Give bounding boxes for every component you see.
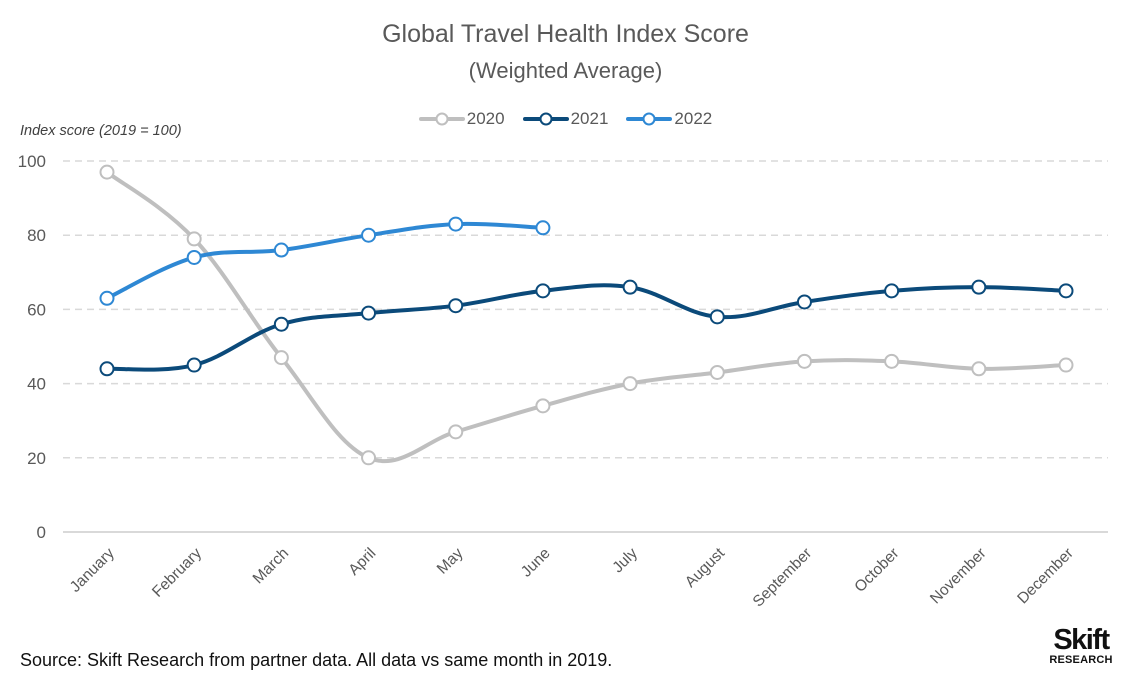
- y-tick-label: 100: [18, 152, 46, 171]
- x-tick-label: February: [149, 545, 205, 601]
- x-tick-labels: January February March April May June July Augu…: [67, 544, 1077, 610]
- y-tick-label: 0: [37, 523, 46, 542]
- data-point-2021-june: [535, 283, 551, 299]
- y-tick-labels: 0 20 40 60 80 100: [18, 152, 46, 542]
- x-tick-label: March: [250, 545, 292, 587]
- series-line-2021: [105, 283, 1068, 372]
- data-point-2020-august: [709, 364, 725, 380]
- legend-label: 2020: [466, 109, 505, 128]
- skift-research-logo: Skift RESEARCH: [1040, 624, 1122, 667]
- legend-marker-icon: [418, 112, 465, 126]
- x-tick-label: September: [750, 545, 816, 611]
- series-lines: [105, 170, 1068, 464]
- data-point-2021-october: [884, 283, 900, 299]
- data-point-2020-july: [622, 376, 638, 392]
- data-point-2020-november: [971, 361, 987, 377]
- data-point-2020-september: [796, 353, 812, 369]
- data-point-2020-may: [448, 424, 464, 440]
- x-tick-label: August: [682, 544, 729, 591]
- series-points: [99, 164, 1074, 466]
- data-point-2020-january: [99, 164, 115, 180]
- legend-item-2022: 2022: [626, 109, 712, 129]
- x-tick-label: June: [518, 545, 554, 581]
- x-tick-label: December: [1014, 545, 1077, 608]
- data-point-2020-march: [273, 350, 289, 366]
- legend: 2020 2021 2022: [0, 109, 1131, 129]
- data-point-2021-april: [361, 305, 377, 321]
- source-note: Source: Skift Research from partner data…: [20, 650, 613, 670]
- x-tick-label: May: [434, 545, 467, 578]
- y-tick-label: 40: [27, 375, 46, 394]
- data-point-2022-february: [186, 249, 202, 265]
- data-point-2021-july: [622, 279, 638, 295]
- legend-label: 2022: [674, 109, 713, 128]
- y-tick-label: 20: [27, 449, 46, 468]
- data-point-2021-september: [796, 294, 812, 310]
- y-axis-label: Index score (2019 = 100): [20, 123, 182, 139]
- x-tick-label: January: [67, 545, 118, 596]
- data-point-2021-january: [99, 361, 115, 377]
- data-point-2022-april: [361, 227, 377, 243]
- logo-main-text: Skift: [1053, 624, 1110, 656]
- y-tick-label: 60: [27, 300, 46, 319]
- data-point-2022-march: [273, 242, 289, 258]
- legend-label: 2021: [570, 109, 609, 128]
- logo-sub-text: RESEARCH: [1049, 654, 1113, 666]
- x-tick-label: October: [851, 545, 902, 596]
- legend-marker-icon: [626, 112, 673, 126]
- data-point-2021-february: [186, 357, 202, 373]
- legend-marker-icon: [522, 112, 569, 126]
- series-line-2020: [105, 170, 1068, 464]
- data-point-2021-august: [709, 309, 725, 325]
- data-point-2022-january: [99, 290, 115, 306]
- data-point-2021-december: [1058, 283, 1074, 299]
- data-point-2020-june: [535, 398, 551, 414]
- data-point-2021-may: [448, 298, 464, 314]
- chart-subtitle: (Weighted Average): [468, 58, 663, 83]
- data-point-2021-march: [273, 316, 289, 332]
- legend-item-2021: 2021: [522, 109, 609, 129]
- x-tick-label: July: [609, 545, 641, 577]
- data-point-2020-october: [884, 353, 900, 369]
- data-point-2020-february: [186, 231, 202, 247]
- data-point-2022-june: [535, 220, 551, 236]
- data-point-2020-april: [361, 450, 377, 466]
- data-point-2022-may: [448, 216, 464, 232]
- legend-item-2020: 2020: [418, 109, 505, 129]
- data-point-2020-december: [1058, 357, 1074, 373]
- chart-title: Global Travel Health Index Score: [382, 20, 749, 48]
- gridlines: [63, 160, 1108, 533]
- series-line-2022: [105, 221, 545, 301]
- data-point-2021-november: [971, 279, 987, 295]
- x-tick-label: April: [345, 545, 379, 579]
- x-tick-label: November: [927, 545, 990, 608]
- y-tick-label: 80: [27, 226, 46, 245]
